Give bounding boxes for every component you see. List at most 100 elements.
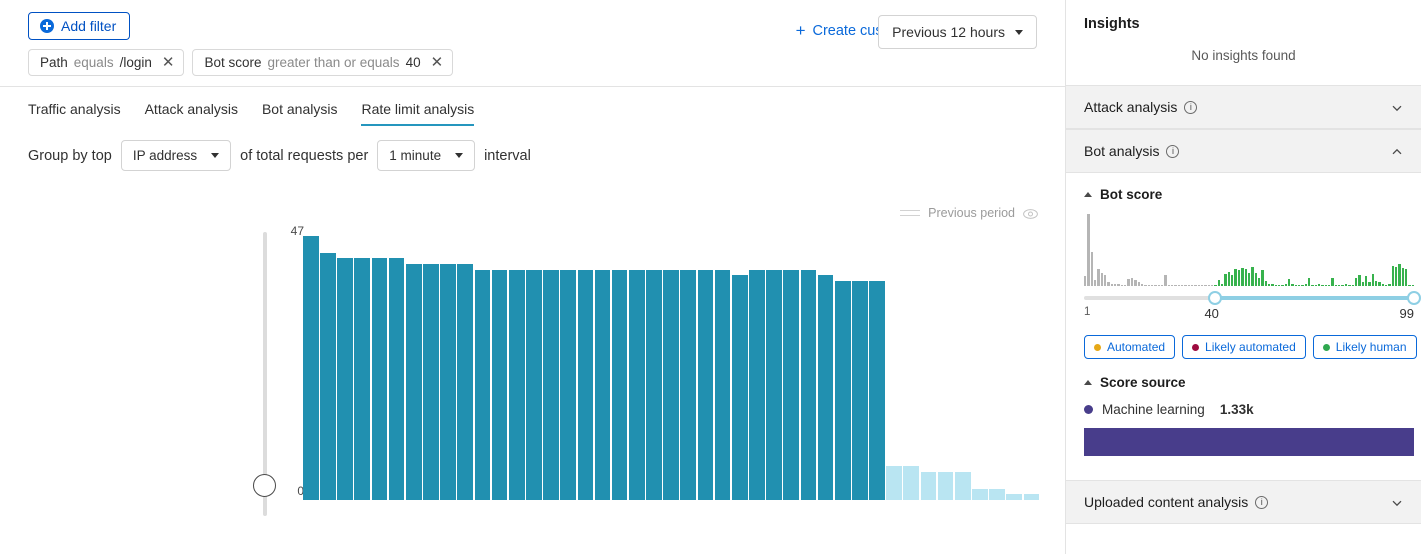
histogram-bar bbox=[1114, 283, 1117, 286]
histogram-bar bbox=[1221, 283, 1224, 286]
chart-bar[interactable] bbox=[920, 471, 937, 500]
histogram-bar bbox=[1234, 269, 1237, 286]
close-icon[interactable]: ✕ bbox=[430, 54, 444, 71]
chart-bar[interactable] bbox=[405, 264, 422, 500]
chart-bar[interactable] bbox=[731, 275, 748, 500]
chart-bar[interactable] bbox=[766, 269, 782, 500]
chart-bar[interactable] bbox=[937, 471, 954, 500]
chevron-down-icon bbox=[1391, 496, 1403, 508]
chart-bar[interactable] bbox=[989, 488, 1005, 500]
chart-bar[interactable] bbox=[577, 269, 594, 500]
threshold-slider-track[interactable] bbox=[263, 232, 267, 516]
bar-series bbox=[303, 236, 1040, 500]
chart-bar[interactable] bbox=[508, 269, 525, 500]
group-by-dimension-select[interactable]: IP address bbox=[120, 140, 232, 171]
chart-bar[interactable] bbox=[954, 471, 971, 500]
section-attack-analysis[interactable]: Attack analysis i bbox=[1066, 85, 1421, 129]
chart-bar[interactable] bbox=[1006, 494, 1023, 500]
chart-bar[interactable] bbox=[886, 466, 902, 500]
chart-bar[interactable] bbox=[371, 258, 388, 500]
score-source-subheader[interactable]: Score source bbox=[1084, 375, 1403, 390]
info-icon[interactable]: i bbox=[1184, 100, 1198, 114]
histogram-bar bbox=[1100, 272, 1104, 286]
chart-bar[interactable] bbox=[869, 280, 885, 500]
chart-bar[interactable] bbox=[972, 488, 988, 500]
chart-bar[interactable] bbox=[526, 269, 542, 500]
chart-bar[interactable] bbox=[852, 280, 868, 500]
bot-score-histogram bbox=[1084, 214, 1415, 286]
chart-bar[interactable] bbox=[320, 252, 336, 500]
range-slider-knob-low[interactable] bbox=[1208, 291, 1223, 305]
chart-bar[interactable] bbox=[903, 466, 920, 500]
chart-bar[interactable] bbox=[680, 269, 697, 500]
chart-bar[interactable] bbox=[560, 269, 576, 500]
time-range-select[interactable]: Previous 12 hours bbox=[878, 15, 1037, 49]
histogram-bar bbox=[1211, 284, 1214, 286]
tab-attack-analysis[interactable]: Attack analysis bbox=[145, 101, 238, 126]
chart-bar[interactable] bbox=[817, 275, 834, 500]
histogram-bar bbox=[1124, 284, 1127, 286]
histogram-bar bbox=[1227, 271, 1231, 286]
chart-bar[interactable] bbox=[1023, 494, 1040, 500]
chart-bar[interactable] bbox=[714, 269, 731, 500]
histogram-bar bbox=[1318, 283, 1321, 286]
chart-bar[interactable] bbox=[646, 269, 662, 500]
chart-bar[interactable] bbox=[303, 236, 319, 500]
chart-bar[interactable] bbox=[491, 269, 508, 500]
histogram-bar bbox=[1398, 264, 1401, 286]
chart-bar[interactable] bbox=[440, 264, 456, 500]
close-icon[interactable]: ✕ bbox=[161, 54, 175, 71]
add-filter-button[interactable]: Add filter bbox=[28, 12, 131, 40]
histogram-bar bbox=[1384, 284, 1388, 286]
interval-select[interactable]: 1 minute bbox=[377, 140, 476, 171]
chart-bar[interactable] bbox=[628, 269, 645, 500]
chevron-down-icon bbox=[455, 153, 464, 158]
chart-bar[interactable] bbox=[354, 258, 371, 500]
group-by-dimension-value: IP address bbox=[132, 148, 198, 163]
histogram-bar bbox=[1261, 270, 1264, 286]
badge-likely-automated[interactable]: Likely automated bbox=[1182, 335, 1306, 359]
filter-pill-path[interactable]: Path equals /login ✕ bbox=[28, 49, 185, 76]
chart-bar[interactable] bbox=[457, 264, 474, 500]
info-icon[interactable]: i bbox=[1166, 144, 1180, 158]
histogram-bar bbox=[1341, 284, 1344, 286]
bot-score-subheader[interactable]: Bot score bbox=[1084, 187, 1403, 202]
badge-label: Likely automated bbox=[1205, 340, 1296, 354]
histogram-bar bbox=[1187, 284, 1190, 286]
tab-rate-limit-analysis[interactable]: Rate limit analysis bbox=[361, 101, 475, 126]
header-divider bbox=[0, 86, 1065, 87]
chart-bar[interactable] bbox=[800, 269, 817, 500]
chart-bar[interactable] bbox=[783, 269, 800, 500]
filter-field: Bot score bbox=[204, 55, 262, 70]
chart-bar[interactable] bbox=[749, 269, 765, 500]
tab-traffic-analysis[interactable]: Traffic analysis bbox=[28, 101, 121, 126]
range-slider-knob-high[interactable] bbox=[1407, 291, 1421, 305]
chart-bar[interactable] bbox=[474, 269, 491, 500]
chart-bar[interactable] bbox=[594, 269, 611, 500]
previous-period-legend[interactable]: Previous period bbox=[900, 206, 1038, 220]
bot-score-range-slider[interactable] bbox=[1084, 290, 1421, 306]
chart-bar[interactable] bbox=[388, 258, 405, 500]
badge-automated[interactable]: Automated bbox=[1084, 335, 1176, 359]
filter-pill-bot-score[interactable]: Bot score greater than or equals 40 ✕ bbox=[192, 49, 454, 76]
chart-bar[interactable] bbox=[663, 269, 679, 500]
info-icon[interactable]: i bbox=[1255, 495, 1269, 509]
section-bot-analysis[interactable]: Bot analysis i bbox=[1066, 129, 1421, 173]
score-source-item-machine-learning: Machine learning 1.33k bbox=[1084, 402, 1403, 417]
chart-bar[interactable] bbox=[834, 280, 851, 500]
badge-likely-human[interactable]: Likely human bbox=[1312, 335, 1417, 359]
tab-bot-analysis[interactable]: Bot analysis bbox=[262, 101, 337, 126]
chart-bar[interactable] bbox=[697, 269, 714, 500]
histogram-bar bbox=[1394, 266, 1398, 286]
threshold-slider[interactable] bbox=[253, 232, 276, 516]
section-uploaded-content-analysis[interactable]: Uploaded content analysis i bbox=[1066, 480, 1421, 524]
histogram-bar bbox=[1277, 284, 1281, 286]
histogram-bar bbox=[1405, 269, 1408, 286]
chart-bar[interactable] bbox=[543, 269, 559, 500]
chart-bar[interactable] bbox=[423, 264, 439, 500]
section-label-wrap: Attack analysis i bbox=[1084, 99, 1198, 115]
chart-bar[interactable] bbox=[337, 258, 353, 500]
chart-bar[interactable] bbox=[611, 269, 628, 500]
eye-icon[interactable] bbox=[1023, 208, 1038, 219]
threshold-slider-handle[interactable] bbox=[253, 474, 276, 497]
